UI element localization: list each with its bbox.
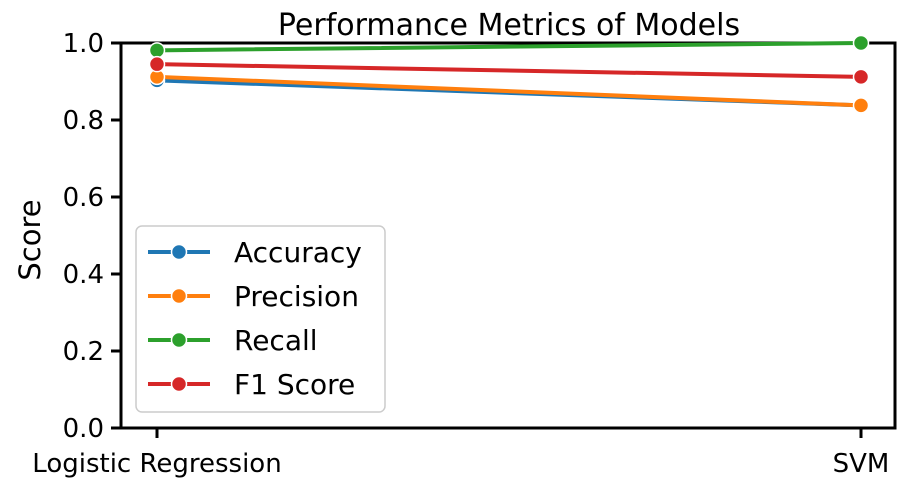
legend-marker [170,331,188,349]
y-tick-label: 0.2 [63,337,104,367]
data-point [852,34,870,52]
legend-label: F1 Score [234,368,355,401]
x-tick-label: SVM [833,449,890,479]
y-tick-label: 0.4 [63,260,104,290]
legend-marker [170,287,188,305]
plot-frame [119,41,897,430]
x-tick-label: Logistic Regression [32,449,281,479]
y-tick-label: 0.8 [63,106,104,136]
legend-box [135,225,386,413]
y-tick-label: 0.0 [63,414,104,444]
axes: 0.0 0.2 0.4 0.6 0.8 1.0 Logistic Regression SVM [32,29,897,479]
legend: Accuracy Precision Recall F1 Score [135,225,386,413]
legend-label: Precision [234,280,359,313]
y-axis-label: Score [13,199,47,280]
legend-label: Accuracy [234,236,362,269]
data-point [148,42,166,59]
series-line [155,74,863,108]
y-tick-label: 0.6 [63,183,104,213]
legend-marker [170,243,188,261]
data-point [852,97,870,114]
y-tick-label: 1.0 [63,29,104,59]
series-lines [148,34,870,114]
series-line [155,62,863,79]
legend-label: Recall [234,324,318,357]
legend-marker [170,375,188,393]
series-line [155,41,863,53]
data-point [148,55,166,73]
data-point [852,68,870,86]
chart-title: Performance Metrics of Models [278,8,740,43]
